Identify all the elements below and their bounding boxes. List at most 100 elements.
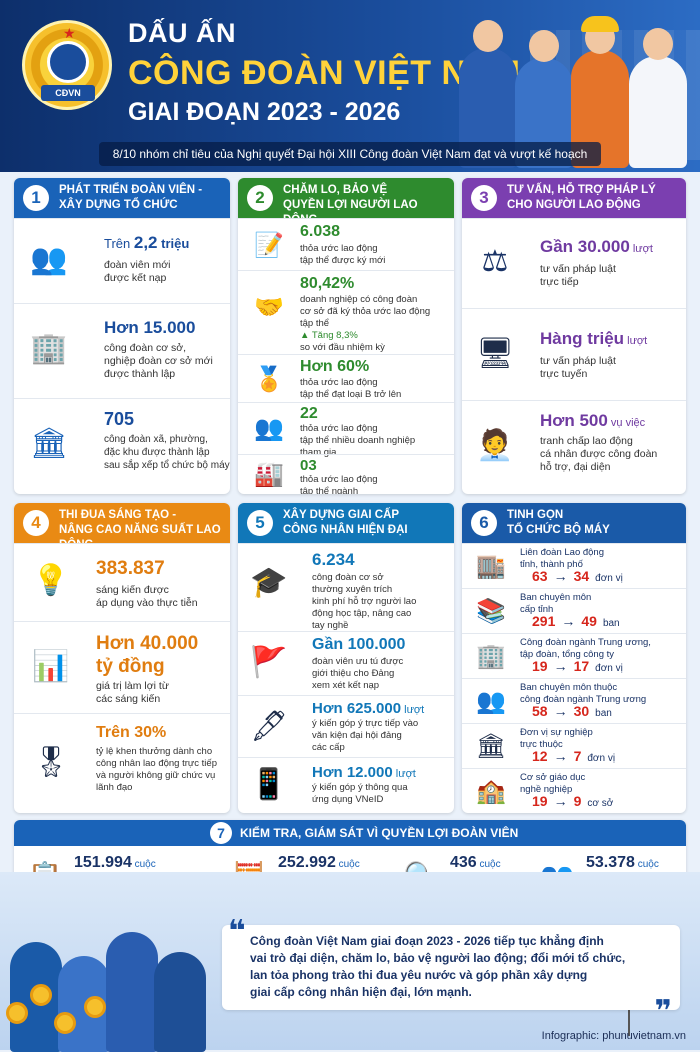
value: Hàng triệu (540, 329, 625, 348)
description: hỗ trợ, đại diện (540, 461, 611, 473)
description: ý kiến góp ý thông qua (312, 782, 408, 793)
description: công đoàn xã, phường, (104, 434, 208, 445)
binders-icon: 📚 (476, 598, 506, 625)
description: ứng dụng VNeID (312, 794, 384, 805)
section-number: 3 (471, 185, 497, 211)
description: các sáng kiến (96, 693, 161, 705)
value: Hơn 12.000 (312, 764, 393, 781)
description: thỏa ước lao động (300, 377, 378, 388)
increase-indicator: ▲ Tăng 8,3% (300, 330, 358, 341)
after-value: 49 (581, 613, 597, 629)
unit-label: đơn vị (587, 753, 616, 764)
gear-icon (47, 41, 89, 83)
credit-text: Infographic: phunuvietnam.vn (541, 1030, 686, 1042)
description: tay nghề (312, 620, 349, 631)
description: tranh chấp lao động (540, 435, 633, 447)
description: tư vấn pháp luật (540, 355, 616, 367)
before-value: 19 (532, 658, 548, 674)
arrow-right-icon: → (553, 793, 568, 809)
tower-icon: 🏢 (476, 643, 506, 670)
description: được thành lập (104, 368, 176, 380)
value: 53.378 (586, 854, 635, 871)
document-pen-icon: 📝 (254, 232, 284, 259)
value: Hơn 40.000 (96, 633, 199, 654)
description: động học tập, nâng cao (312, 608, 412, 619)
section-6-card: 6 TINH GỌN TỔ CHỨC BỘ MÁY 🏬 Liên đoàn Lao… (462, 503, 686, 813)
section-3-card: 3 TƯ VẤN, HỖ TRỢ PHÁP LÝ CHO NGƯỜI LAO Đ… (462, 178, 686, 494)
reduction-row: 🏛 Đơn vị sự nghiệp trực thuộc 12 → 7 đơn vị (462, 723, 686, 768)
value-unit: tỷ đồng (96, 656, 165, 677)
description: doanh nghiệp có công đoàn (300, 294, 418, 305)
section-6-header: 6 TINH GỌN TỔ CHỨC BỘ MÁY (462, 503, 686, 543)
description: công đoàn cơ sở (312, 572, 384, 583)
graduation-cap-icon: 🎓 (250, 566, 288, 599)
description: so với đầu nhiệm kỳ (300, 342, 385, 353)
description: áp dụng vào thực tiễn (96, 597, 198, 609)
factory-icon: 🏭 (254, 461, 284, 488)
description: xem xét kết nạp (312, 680, 380, 691)
description: lãnh đạo (96, 782, 133, 793)
description: sáng kiến được (96, 584, 169, 596)
close-quote-icon: ❞ (654, 995, 672, 1028)
value: 252.992 (278, 854, 336, 871)
description: đoàn viên ưu tú được (312, 656, 404, 667)
value: 151.994 (74, 854, 132, 871)
unit-label: đơn vị (595, 663, 623, 674)
row-label: nghề nghiệp (520, 784, 573, 795)
arrow-right-icon: → (553, 703, 568, 719)
row-label: Ban chuyên môn thuộc (520, 682, 618, 693)
open-quote-icon: ❝ (228, 915, 246, 948)
paper-pen-icon: 🖋 (249, 710, 289, 743)
arrow-right-icon: → (553, 748, 568, 764)
unit-label: đơn vị (595, 573, 623, 584)
reduction-row: 📚 Ban chuyên môn cấp tỉnh 291 → 49 ban (462, 588, 686, 633)
value: Gần 30.000 (540, 237, 630, 256)
description: nghiệp đoàn cơ sở mới (104, 355, 213, 367)
section-5-card: 5 XÂY DỰNG GIAI CẤP CÔNG NHÂN HIỆN ĐẠI 🎓… (238, 503, 454, 813)
arrow-right-icon: → (561, 613, 576, 629)
description: giới thiệu cho Đảng (312, 668, 395, 679)
quote-line: lan tỏa phong trào thi đua yêu nước và g… (250, 968, 588, 982)
description: tập thể đạt loại B trở lên (300, 389, 402, 400)
before-value: 63 (532, 568, 548, 584)
description: tập thể (300, 318, 330, 329)
quote-line: vai trò đại diện, chăm lo, bảo vệ người … (250, 951, 626, 965)
title-line-3: GIAI ĐOẠN 2023 - 2026 (128, 98, 401, 126)
monitor-icon: 🖥 (475, 337, 515, 370)
star-icon: ★ (63, 25, 76, 41)
section-title: CHO NGƯỜI LAO ĐỘNG (507, 199, 641, 211)
unit-label: ban (602, 618, 620, 629)
section-2-card: 2 CHĂM LO, BẢO VỆ QUYỀN LỢI NGƯỜI LAO ĐỘ… (238, 178, 454, 494)
row-label: trực thuộc (520, 739, 563, 750)
value-unit: cuộc (335, 859, 360, 870)
worker-figure (629, 28, 687, 168)
description: tập thể được ký mới (300, 255, 386, 266)
section-title: XÂY DỰNG GIAI CẤP (283, 509, 400, 521)
sunflower-icon (6, 1002, 28, 1024)
description: thỏa ước lao động (300, 474, 378, 485)
after-value: 34 (573, 568, 590, 584)
row-label: công đoàn ngành Trung ương (520, 694, 647, 705)
description: đoàn viên mới (104, 259, 171, 271)
description: văn kiện đại hội đảng (312, 730, 402, 741)
value: Hơn 625.000 (312, 700, 402, 717)
description: công đoàn cơ sở, (104, 342, 187, 354)
subtitle-banner: 8/10 nhóm chỉ tiêu của Nghị quyết Đại hộ… (98, 142, 602, 166)
union-logo: ★ CĐVN (22, 20, 112, 110)
value: 436 (450, 854, 477, 871)
value: 383.837 (96, 558, 165, 579)
value-unit: vụ việc (607, 417, 646, 429)
description: tham gia (300, 447, 337, 458)
arrow-right-icon: → (553, 658, 568, 674)
row-label: cấp tỉnh (520, 604, 554, 615)
description: cá nhân được công đoàn (540, 448, 658, 460)
description: công nhân lao động trực tiếp (96, 758, 217, 769)
value-unit: lượt (624, 335, 648, 347)
row-label: tỉnh, thành phố (520, 559, 583, 570)
description: trực tuyến (540, 368, 588, 380)
before-value: 12 (532, 748, 548, 764)
worker-figure (106, 932, 158, 1052)
meeting-icon: 🧑‍💼 (476, 429, 514, 462)
reduction-row: 🏢 Công đoàn ngành Trung ương, tập đoàn, tổ… (462, 633, 686, 678)
unit-label: cơ sở (587, 798, 614, 809)
